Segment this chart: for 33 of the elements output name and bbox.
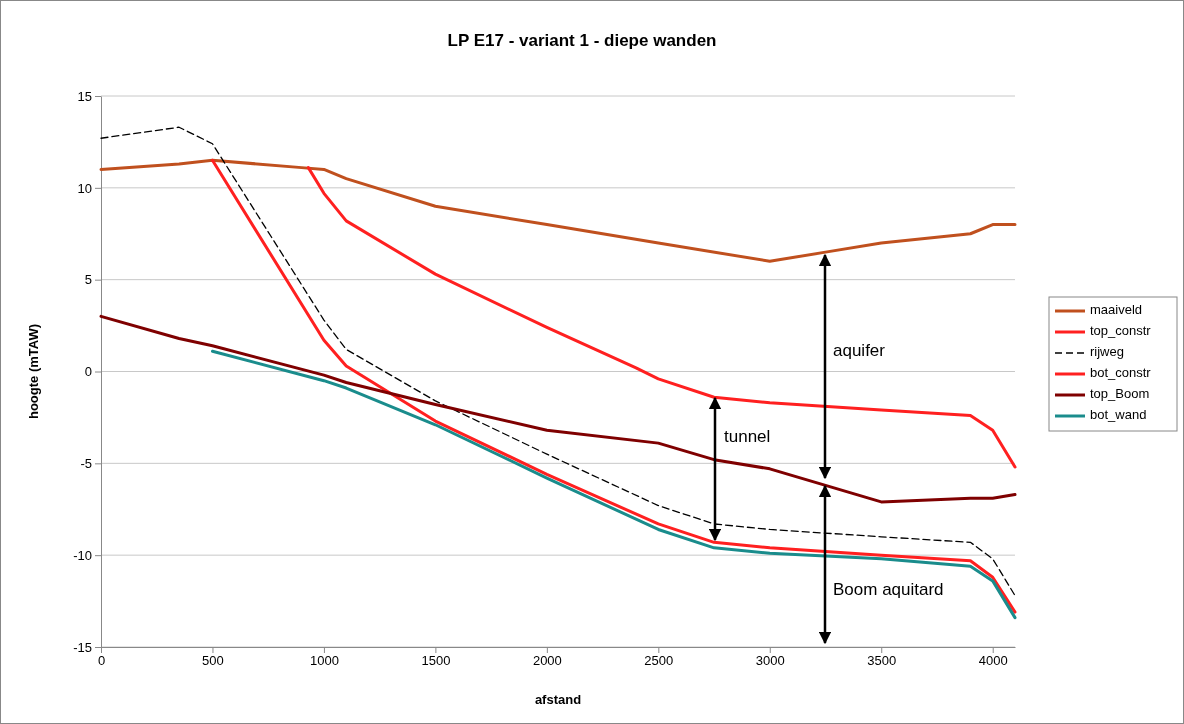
y-tick-label: 15	[77, 88, 92, 104]
annotation: tunnel	[724, 427, 771, 447]
legend-label: top_constr	[1090, 323, 1152, 339]
y-tick-label: -15	[73, 639, 92, 655]
x-tick-label: 3000	[755, 653, 785, 669]
line-series	[100, 126, 1016, 597]
y-tick-label: 5	[84, 272, 92, 288]
legend-label: maaiveld	[1090, 302, 1143, 318]
x-tick-label: 1500	[421, 653, 451, 669]
legend-label: top_Boom	[1090, 386, 1150, 402]
y-axis-title: hoogte (mTAW)	[26, 323, 41, 420]
x-axis-title: afstand	[534, 692, 582, 707]
line-series	[306, 166, 1017, 469]
annotation: aquifer	[833, 341, 886, 361]
chart-title: LP E17 - variant 1 - diepe wanden	[447, 31, 717, 50]
x-tick-label: 4000	[978, 653, 1008, 669]
x-tick-label: 2000	[532, 653, 562, 669]
legend-label: rijweg	[1090, 344, 1124, 360]
x-tick-label: 0	[97, 653, 106, 669]
y-tick-label: -5	[80, 455, 92, 471]
y-tick-label: 10	[77, 180, 92, 196]
legend-label: bot_wand	[1090, 407, 1147, 423]
line-series	[210, 158, 1017, 614]
x-tick-label: 3500	[867, 653, 897, 669]
line-series	[99, 158, 1017, 263]
x-tick-label: 2500	[644, 653, 674, 669]
x-tick-label: 500	[202, 653, 224, 669]
y-tick-label: 0	[84, 364, 92, 380]
line-series	[99, 314, 1017, 504]
x-tick-label: 1000	[309, 653, 339, 669]
legend-label: bot_constr	[1090, 365, 1152, 381]
y-tick-label: -10	[73, 547, 92, 563]
annotation: Boom aquitard	[833, 580, 944, 600]
